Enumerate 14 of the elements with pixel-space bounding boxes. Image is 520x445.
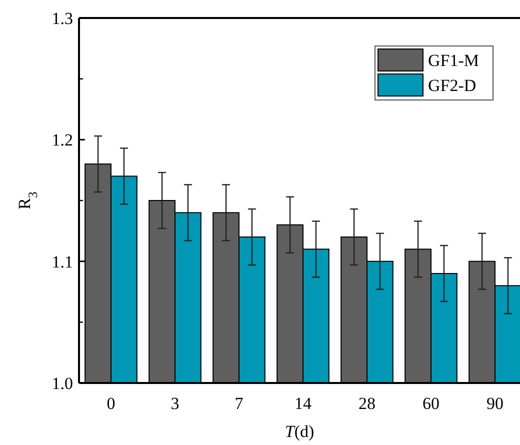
legend-label: GF2-D <box>428 76 476 95</box>
y-tick-label: 1.1 <box>52 252 73 272</box>
x-tick-label: 60 <box>422 394 440 413</box>
y-tick-label: 1.2 <box>52 130 73 150</box>
y-tick-label: 1.0 <box>52 374 73 393</box>
y-tick-label: 1.3 <box>52 8 73 28</box>
x-tick-label: 28 <box>358 394 376 413</box>
x-tick-label: 90 <box>486 394 504 413</box>
x-tick-label: 7 <box>234 394 244 413</box>
x-tick-label: 0 <box>106 394 116 413</box>
x-tick-label: 14 <box>294 394 312 413</box>
x-tick-label: 3 <box>170 394 180 413</box>
legend-label: GF1-M <box>428 50 480 70</box>
x-axis-title: T(d) <box>284 422 314 441</box>
